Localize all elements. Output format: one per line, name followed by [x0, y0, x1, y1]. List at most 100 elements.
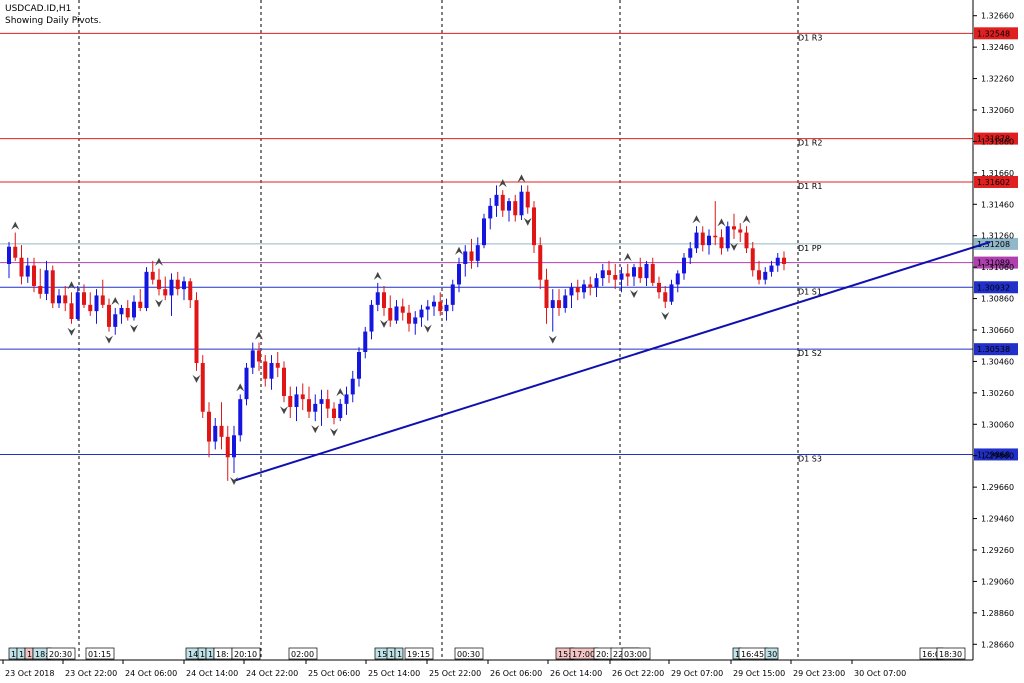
price-axis[interactable]: 1.32660 1.32460 1.32260 1.32060 1.31860 1.316… [973, 12, 1014, 650]
time-tick-label: 30 Oct 07:00 [854, 669, 906, 678]
fractal-arrows [11, 174, 751, 485]
candle-body [757, 270, 761, 280]
candle-body [494, 194, 499, 206]
candle-body [663, 292, 668, 302]
candle-body [488, 205, 493, 219]
candle-body [600, 270, 605, 279]
time-marker-label: 20:10 [234, 650, 257, 659]
candle-body [150, 271, 155, 280]
fractal-up-icon [742, 215, 751, 224]
candle-body [75, 292, 80, 319]
price-tick-label: 1.31460 [981, 200, 1014, 209]
price-tick-label: 1.32260 [981, 75, 1014, 84]
candle-body [463, 251, 468, 264]
price-tag-d1-s3 [974, 448, 1018, 461]
candle-body [382, 292, 386, 308]
time-marker-box [85, 647, 115, 660]
fractal-up-icon [498, 179, 507, 188]
candle-body [538, 245, 543, 280]
candle-body [750, 248, 755, 271]
candle-body [357, 352, 361, 379]
candlestick-series [7, 185, 786, 481]
time-marker-box [404, 647, 434, 660]
time-marker-label: 1 [208, 650, 213, 659]
candle-body [782, 257, 786, 264]
time-tick-label: 26 Oct 06:00 [490, 669, 542, 678]
time-tick-label: 26 Oct 22:00 [612, 669, 664, 678]
time-tick-label: 25 Oct 14:00 [368, 669, 420, 678]
candle-body [100, 295, 105, 305]
price-tick-label: 1.32460 [981, 43, 1014, 52]
trendline-layer[interactable] [233, 241, 991, 482]
time-marker-label: 19:15 [407, 650, 430, 659]
price-tick-label: 1.28660 [981, 640, 1014, 649]
price-tag-text-d1-s3: 1.29868 [977, 450, 1010, 459]
time-tick-label: 29 Oct 07:00 [671, 669, 723, 678]
price-tag-d1-pp [974, 237, 1018, 250]
candle-body [32, 265, 36, 286]
candle-body [519, 191, 524, 216]
price-tick-label: 1.28860 [981, 609, 1014, 618]
candle-body [588, 284, 593, 288]
candle-body [63, 295, 68, 304]
candle-body [650, 264, 655, 283]
time-marker-label: 00:30 [457, 650, 480, 659]
candle-body [169, 279, 174, 296]
support-trendline[interactable] [233, 241, 991, 482]
candle-body [763, 271, 768, 280]
price-tag-text-d1-s1: 1.30932 [977, 283, 1010, 292]
price-tick-label: 1.30260 [981, 389, 1014, 398]
price-tag-text-d1-s2: 1.30538 [977, 345, 1010, 354]
candle-body [475, 245, 480, 261]
candle-body [232, 435, 236, 458]
time-tick-label: 25 Oct 06:00 [308, 669, 360, 678]
candle-body [113, 314, 118, 327]
time-marker-label: 15: [558, 650, 571, 659]
price-tick-label: 1.30460 [981, 357, 1014, 366]
time-marker-label: 03:00 [624, 650, 647, 659]
fractal-down-icon [105, 335, 113, 344]
candle-body [400, 306, 405, 313]
candle-body [307, 399, 311, 412]
candle-body [157, 279, 161, 290]
candle-body [19, 257, 24, 277]
candle-body [775, 257, 780, 266]
fractal-down-icon [423, 324, 432, 333]
candle-body [700, 232, 705, 246]
fractal-up-icon [623, 253, 632, 261]
candle-body [513, 201, 518, 216]
candle-body [457, 264, 461, 285]
candle-body [550, 300, 555, 308]
price-tick-label: 1.31660 [981, 169, 1014, 178]
candle-body [119, 308, 124, 315]
time-marker-label: 02:00 [291, 650, 314, 659]
price-tag-d1-s2 [974, 343, 1018, 356]
time-marker-label: 1 [735, 650, 740, 659]
time-marker-label: 1 [389, 650, 394, 659]
candle-body [88, 304, 93, 312]
price-tick-label: 1.30660 [981, 326, 1014, 335]
time-tick-label: 23 Oct 2018 [5, 669, 54, 678]
price-tick-label: 1.29260 [981, 546, 1014, 555]
time-tick-label: 29 Oct 15:00 [733, 669, 785, 678]
candle-body [438, 301, 443, 312]
candle-body [575, 287, 580, 293]
pivot-label-d1-r1: D1 R1 [798, 182, 822, 191]
candle-body [638, 267, 643, 279]
candle-body [444, 304, 449, 312]
time-marker-box [764, 647, 779, 660]
candle-body [275, 363, 280, 368]
candle-body [107, 304, 111, 327]
fractal-up-icon [336, 388, 345, 397]
session-separators [78, 0, 799, 660]
candle-body [263, 361, 268, 379]
candle-body [450, 284, 455, 305]
time-marker-box [936, 647, 966, 660]
price-tag-text-d1-pp: 1.31208 [977, 240, 1010, 249]
fractal-down-icon [311, 425, 320, 434]
candle-body [269, 363, 274, 379]
candle-body [500, 194, 505, 211]
time-axis[interactable]: 23 Oct 2018 23 Oct 22:00 24 Oct 06:00 24 Oc… [2, 660, 906, 678]
time-marker-label: 01:15 [88, 650, 111, 659]
